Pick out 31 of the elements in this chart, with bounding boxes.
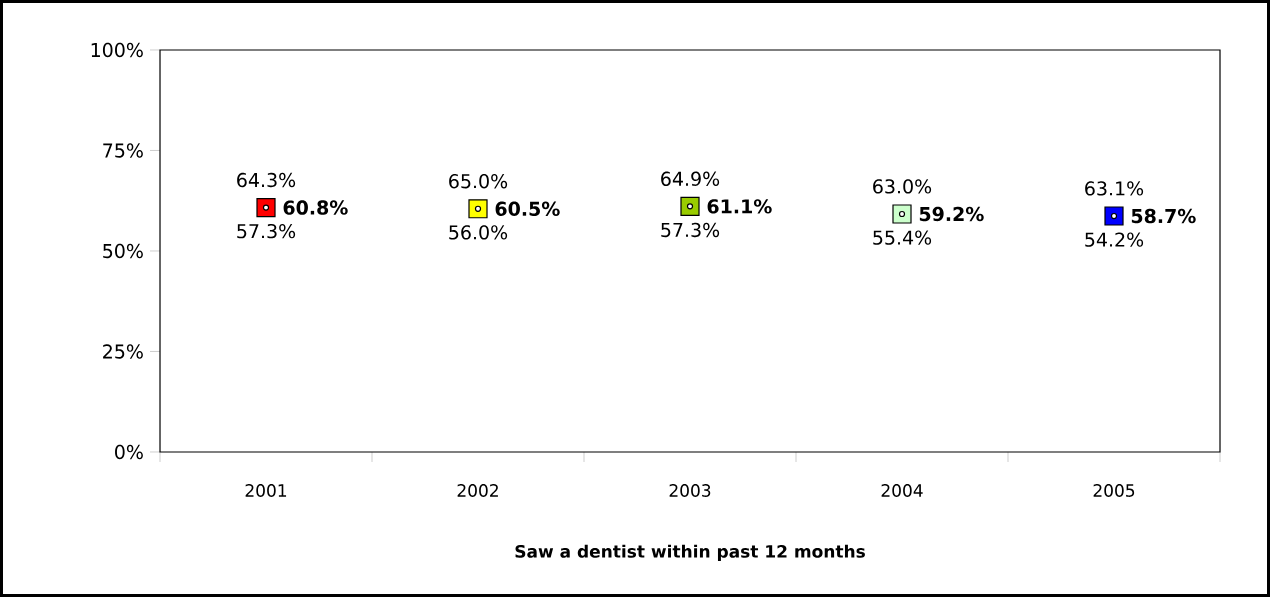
annotation: 64.9% (661, 171, 720, 186)
point (1104, 206, 1124, 226)
x-tick-label: 2003 (669, 484, 711, 497)
annotation: 57.3% (237, 223, 296, 239)
point (892, 204, 912, 224)
data-label: 58.7% (1131, 208, 1196, 224)
data-label: 59.2% (919, 206, 984, 222)
data-label: 60.5% (495, 201, 560, 216)
x-tick-label: 2005 (1093, 484, 1135, 497)
annotation: 63.1% (1085, 181, 1144, 196)
y-tick-label: 25% (103, 344, 143, 359)
y-tick-label: 75% (103, 143, 143, 158)
point (468, 199, 488, 219)
annotation: 65.0% (449, 173, 508, 189)
x-tick-label: 2004 (881, 484, 923, 497)
data-label: 60.8% (283, 200, 348, 215)
annotation: 54.2% (1085, 232, 1144, 247)
x-tick-label: 2001 (245, 484, 287, 497)
x-tick-label: 2002 (457, 484, 498, 497)
annotation: 64.3% (237, 172, 296, 188)
data-label: 61.1% (707, 199, 772, 214)
annotation: 57.3% (661, 222, 720, 238)
annotation: 63.0% (873, 179, 932, 194)
point (680, 196, 700, 216)
annotation: 56.0% (449, 225, 508, 240)
x-axis-title: Saw a dentist within past 12 months (515, 544, 865, 562)
y-tick-label: 0% (115, 444, 143, 460)
y-tick-label: 50% (103, 243, 143, 259)
annotation: 55.4% (873, 230, 932, 245)
point (256, 197, 276, 218)
y-tick-label: 100% (91, 42, 143, 58)
